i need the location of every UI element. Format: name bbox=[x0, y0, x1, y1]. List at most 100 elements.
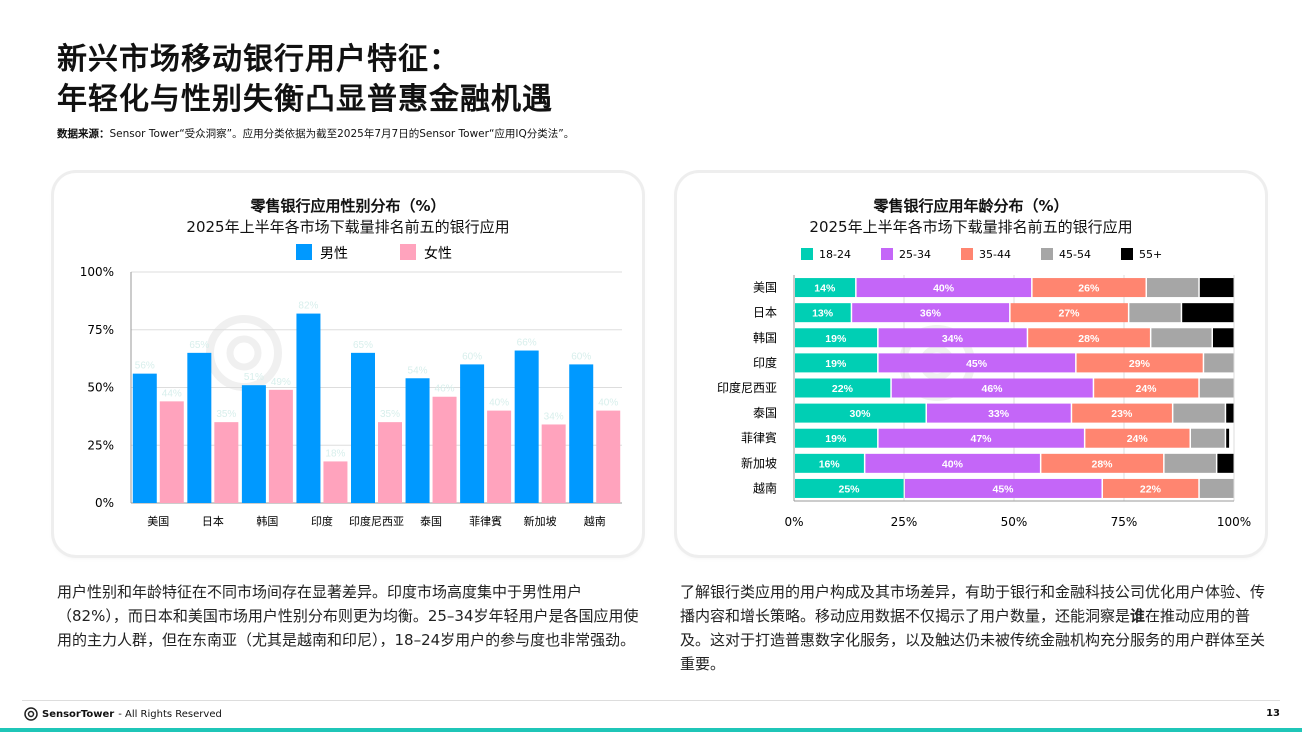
data-label: 35% bbox=[380, 409, 400, 420]
data-label: 60% bbox=[462, 351, 482, 362]
bar-segment-45-54 bbox=[1164, 453, 1216, 473]
data-label: 51% bbox=[244, 372, 264, 383]
bar-segment-18-24 bbox=[795, 478, 904, 498]
bar-segment-25-34 bbox=[878, 328, 1027, 348]
bar-segment-25-34 bbox=[865, 453, 1040, 473]
legend-swatch bbox=[296, 244, 312, 260]
x-tick-label: 韩国 bbox=[256, 514, 278, 528]
data-label: 46% bbox=[981, 383, 1003, 395]
bar-female bbox=[596, 410, 621, 503]
legend-label: 55+ bbox=[1139, 248, 1162, 261]
bar-segment-35-44 bbox=[1103, 478, 1199, 498]
data-label: 65% bbox=[353, 340, 373, 351]
data-label: 23% bbox=[1111, 408, 1133, 420]
bar-segment-55+ bbox=[1226, 403, 1234, 423]
gender-chart: 0% 25% 50% 75% 100% 56% 44% 美国 65% 35% 日本 51% 49% 韩国 8… bbox=[80, 244, 622, 528]
chart-subtitle: 2025年上半年各市场下载量排名前五的银行应用 bbox=[809, 218, 1133, 236]
data-label: 40% bbox=[942, 458, 964, 470]
bar-segment-45-54 bbox=[1204, 353, 1234, 373]
data-label: 66% bbox=[517, 338, 537, 349]
bar-female bbox=[268, 389, 293, 503]
y-tick-label: 日本 bbox=[753, 306, 777, 320]
bar-female bbox=[323, 461, 348, 503]
bar-segment-45-54 bbox=[1173, 403, 1225, 423]
data-label: 44% bbox=[162, 388, 182, 399]
y-tick-label: 美国 bbox=[753, 281, 777, 295]
bar-segment-18-24 bbox=[795, 303, 851, 323]
chart-subtitle: 2025年上半年各市场下载量排名前五的银行应用 bbox=[186, 218, 510, 236]
page-title: 新兴市场移动银行用户特征： 年轻化与性别失衡凸显普惠金融机遇 bbox=[57, 42, 553, 117]
x-tick-label: 越南 bbox=[584, 514, 606, 528]
bar-segment-25-34 bbox=[878, 353, 1076, 373]
legend-swatch bbox=[881, 248, 893, 260]
y-tick-label: 越南 bbox=[753, 480, 777, 495]
y-tick-label: 泰国 bbox=[753, 406, 777, 420]
bar-segment-45-54 bbox=[1199, 478, 1234, 498]
data-label: 24% bbox=[1127, 433, 1149, 445]
bar-segment-18-24 bbox=[795, 428, 878, 448]
data-label: 60% bbox=[571, 351, 591, 362]
x-tick-label: 新加坡 bbox=[524, 514, 557, 528]
data-label: 22% bbox=[832, 383, 854, 395]
y-tick-label: 印度尼西亚 bbox=[717, 380, 777, 395]
data-label: 33% bbox=[988, 408, 1010, 420]
data-label: 46% bbox=[435, 384, 455, 395]
bar-male bbox=[241, 385, 266, 503]
data-label: 34% bbox=[544, 411, 564, 422]
data-label: 36% bbox=[920, 308, 942, 320]
bar-female bbox=[487, 410, 512, 503]
paragraph-right: 了解银行类应用的用户构成及其市场差异，有助于银行和金融科技公司优化用户体验、传播… bbox=[680, 583, 1266, 673]
data-label: 54% bbox=[408, 365, 428, 376]
bar-female bbox=[541, 424, 566, 503]
data-label: 13% bbox=[812, 308, 834, 320]
bar-segment-35-44 bbox=[1094, 378, 1199, 398]
bar-male bbox=[514, 350, 539, 503]
data-label: 14% bbox=[814, 283, 836, 295]
bar-male bbox=[405, 378, 430, 503]
bar-segment-45-54 bbox=[1191, 428, 1225, 448]
bar-female bbox=[214, 422, 239, 503]
bar-segment-35-44 bbox=[1076, 353, 1203, 373]
bar-segment-55+ bbox=[1182, 303, 1234, 323]
bar-segment-18-24 bbox=[795, 328, 878, 348]
legend-label: 25-34 bbox=[899, 248, 931, 261]
x-tick-label: 泰国 bbox=[420, 514, 442, 528]
bar-segment-45-54 bbox=[1129, 303, 1181, 323]
bar-segment-18-24 bbox=[795, 353, 878, 373]
data-label: 26% bbox=[1078, 283, 1100, 295]
data-label: 19% bbox=[825, 333, 847, 345]
bar-segment-18-24 bbox=[795, 378, 891, 398]
bar-segment-45-54 bbox=[1147, 278, 1199, 298]
legend-label: 18-24 bbox=[819, 248, 851, 261]
x-tick-label: 印度尼西亚 bbox=[349, 514, 404, 528]
x-tick-label: 50% bbox=[1001, 515, 1028, 529]
x-tick-label: 0% bbox=[784, 515, 803, 529]
legend-swatch bbox=[1121, 248, 1133, 260]
bar-segment-25-34 bbox=[927, 403, 1071, 423]
bar-segment-18-24 bbox=[795, 403, 926, 423]
y-tick-label: 0% bbox=[95, 496, 114, 510]
footer: SensorTower - All Rights Reserved bbox=[24, 707, 222, 721]
bar-segment-18-24 bbox=[795, 278, 856, 298]
paragraph-left: 用户性别和年龄特征在不同市场间存在显著差异。印度市场高度集中于男性用户（82%）… bbox=[57, 583, 639, 649]
bar-segment-45-54 bbox=[1151, 328, 1212, 348]
legend-label: 45-54 bbox=[1059, 248, 1091, 261]
bar-segment-55+ bbox=[1199, 278, 1234, 298]
bar-female bbox=[432, 396, 457, 503]
bar-male bbox=[351, 352, 375, 503]
y-tick-label: 100% bbox=[80, 265, 114, 279]
bar-female bbox=[159, 401, 184, 503]
data-label: 45% bbox=[966, 358, 988, 370]
data-label: 28% bbox=[1091, 458, 1113, 470]
data-label: 40% bbox=[598, 398, 618, 409]
legend-swatch bbox=[801, 248, 813, 260]
bar-segment-45-54 bbox=[1199, 378, 1234, 398]
data-label: 40% bbox=[489, 398, 509, 409]
bar-segment-25-34 bbox=[852, 303, 1010, 323]
bar-segment-25-34 bbox=[891, 378, 1093, 398]
data-label: 65% bbox=[189, 340, 209, 351]
footer-divider bbox=[22, 700, 1280, 701]
data-label: 28% bbox=[1078, 333, 1100, 345]
age-chart-card: 零售银行应用年龄分布（%） 2025年上半年各市场下载量排名前五的银行应用 0%… bbox=[677, 173, 1265, 555]
legend-swatch bbox=[961, 248, 973, 260]
